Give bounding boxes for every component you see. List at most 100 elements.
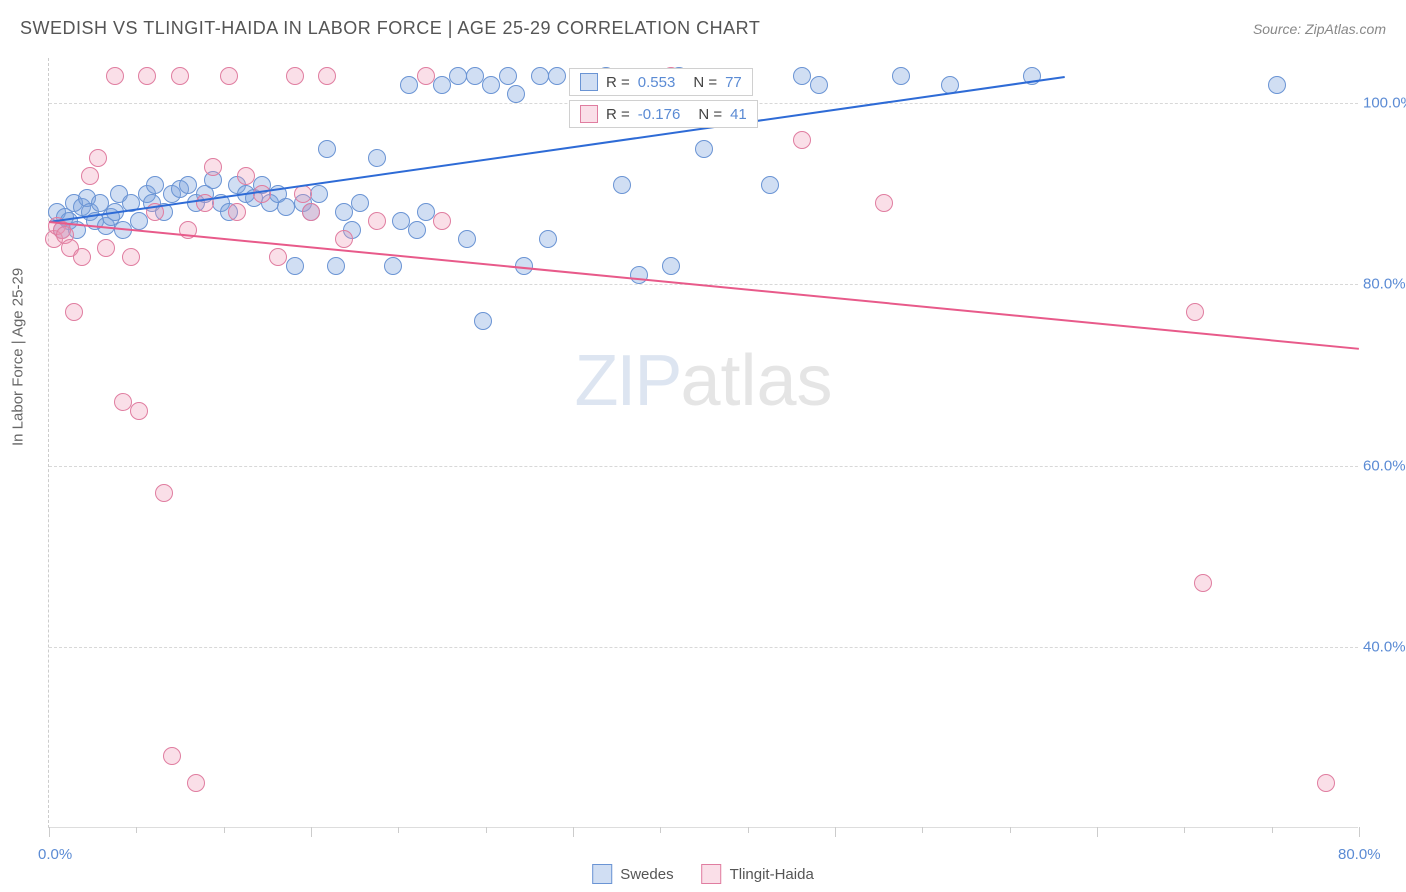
- scatter-point: [318, 140, 336, 158]
- scatter-point: [384, 257, 402, 275]
- x-minor-tick: [1272, 827, 1273, 833]
- y-tick-label: 80.0%: [1363, 276, 1406, 293]
- scatter-point: [613, 176, 631, 194]
- scatter-point: [220, 67, 238, 85]
- scatter-point: [130, 402, 148, 420]
- x-tick: [835, 827, 836, 837]
- scatter-point: [662, 257, 680, 275]
- scatter-point: [531, 67, 549, 85]
- scatter-point: [400, 76, 418, 94]
- scatter-point: [458, 230, 476, 248]
- scatter-point: [793, 67, 811, 85]
- stats-swatch: [580, 105, 598, 123]
- x-tick: [311, 827, 312, 837]
- y-tick-label: 40.0%: [1363, 638, 1406, 655]
- scatter-point: [114, 393, 132, 411]
- scatter-point: [539, 230, 557, 248]
- scatter-point: [1186, 303, 1204, 321]
- scatter-point: [474, 312, 492, 330]
- watermark-zip: ZIP: [574, 341, 680, 421]
- scatter-point: [499, 67, 517, 85]
- stats-n-label: N =: [698, 106, 722, 123]
- scatter-point: [97, 239, 115, 257]
- scatter-point: [171, 67, 189, 85]
- scatter-point: [187, 774, 205, 792]
- title-bar: SWEDISH VS TLINGIT-HAIDA IN LABOR FORCE …: [20, 18, 1386, 39]
- scatter-point: [408, 221, 426, 239]
- scatter-point: [130, 212, 148, 230]
- scatter-point: [335, 203, 353, 221]
- watermark: ZIPatlas: [574, 340, 832, 422]
- x-minor-tick: [398, 827, 399, 833]
- legend-item: Tlingit-Haida: [702, 864, 814, 884]
- x-minor-tick: [486, 827, 487, 833]
- scatter-point: [507, 85, 525, 103]
- scatter-point: [237, 167, 255, 185]
- scatter-point: [548, 67, 566, 85]
- legend: Swedes Tlingit-Haida: [592, 864, 814, 884]
- legend-label: Swedes: [620, 866, 673, 883]
- scatter-point: [286, 257, 304, 275]
- stats-box: R =0.553N =77: [569, 68, 753, 96]
- scatter-point: [73, 248, 91, 266]
- scatter-point: [81, 167, 99, 185]
- watermark-atlas: atlas: [680, 341, 832, 421]
- legend-label: Tlingit-Haida: [730, 866, 814, 883]
- scatter-point: [155, 484, 173, 502]
- scatter-point: [286, 67, 304, 85]
- x-tick: [1097, 827, 1098, 837]
- scatter-point: [417, 203, 435, 221]
- x-minor-tick: [748, 827, 749, 833]
- scatter-point: [269, 248, 287, 266]
- scatter-point: [630, 266, 648, 284]
- y-tick-label: 60.0%: [1363, 457, 1406, 474]
- source-attribution: Source: ZipAtlas.com: [1253, 21, 1386, 37]
- scatter-point: [122, 248, 140, 266]
- scatter-point: [1194, 574, 1212, 592]
- stats-box: R =-0.176N =41: [569, 100, 758, 128]
- x-minor-tick: [1010, 827, 1011, 833]
- legend-swatch: [702, 864, 722, 884]
- scatter-point: [417, 67, 435, 85]
- x-tick-label-max: 80.0%: [1338, 846, 1381, 863]
- x-tick: [49, 827, 50, 837]
- x-minor-tick: [1184, 827, 1185, 833]
- x-minor-tick: [224, 827, 225, 833]
- x-tick-label-min: 0.0%: [38, 846, 72, 863]
- scatter-point: [277, 198, 295, 216]
- scatter-point: [433, 212, 451, 230]
- legend-item: Swedes: [592, 864, 673, 884]
- stats-n-value: 77: [725, 74, 742, 91]
- scatter-point: [875, 194, 893, 212]
- stats-r-label: R =: [606, 106, 630, 123]
- scatter-point: [327, 257, 345, 275]
- plot-area: ZIPatlas 40.0%60.0%80.0%100.0%R =0.553N …: [48, 58, 1358, 828]
- x-minor-tick: [660, 827, 661, 833]
- stats-r-label: R =: [606, 74, 630, 91]
- stats-r-value: 0.553: [638, 74, 676, 91]
- scatter-point: [392, 212, 410, 230]
- x-tick: [573, 827, 574, 837]
- scatter-point: [204, 158, 222, 176]
- scatter-point: [433, 76, 451, 94]
- scatter-point: [163, 747, 181, 765]
- scatter-point: [179, 176, 197, 194]
- x-tick: [1359, 827, 1360, 837]
- scatter-point: [302, 203, 320, 221]
- scatter-point: [138, 67, 156, 85]
- scatter-point: [351, 194, 369, 212]
- scatter-point: [761, 176, 779, 194]
- stats-n-value: 41: [730, 106, 747, 123]
- scatter-point: [253, 185, 271, 203]
- scatter-point: [65, 303, 83, 321]
- scatter-point: [368, 149, 386, 167]
- scatter-point: [146, 176, 164, 194]
- scatter-point: [335, 230, 353, 248]
- gridline-h: [49, 466, 1358, 467]
- scatter-point: [228, 203, 246, 221]
- x-minor-tick: [922, 827, 923, 833]
- chart-title: SWEDISH VS TLINGIT-HAIDA IN LABOR FORCE …: [20, 18, 760, 39]
- scatter-point: [106, 67, 124, 85]
- scatter-point: [368, 212, 386, 230]
- scatter-point: [793, 131, 811, 149]
